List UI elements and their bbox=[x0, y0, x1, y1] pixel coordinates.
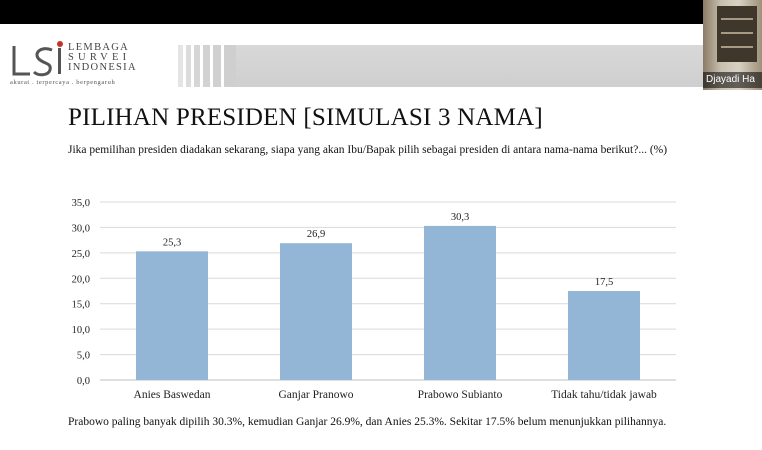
participant-video-tile[interactable]: Djayadi Ha bbox=[703, 0, 762, 90]
data-label: 25,3 bbox=[163, 237, 181, 248]
slide-title: PILIHAN PRESIDEN [SIMULASI 3 NAMA] bbox=[68, 104, 543, 131]
y-tick-label: 20,0 bbox=[72, 274, 90, 285]
lsi-logo bbox=[12, 41, 63, 77]
logo-line-3: INDONESIA bbox=[68, 62, 137, 73]
slide-footnote: Prabowo paling banyak dipilih 30.3%, kem… bbox=[68, 416, 667, 428]
header-gray-bar bbox=[236, 45, 706, 87]
y-tick-label: 30,0 bbox=[72, 223, 90, 234]
bar-3 bbox=[568, 291, 640, 380]
x-tick-label: Ganjar Pranowo bbox=[278, 389, 353, 401]
bar-1 bbox=[280, 243, 352, 380]
y-tick-label: 15,0 bbox=[72, 300, 90, 311]
x-tick-label: Prabowo Subianto bbox=[418, 389, 503, 401]
bar-chart: 0,0 5,0 10,0 15,0 20,0 25,0 30,0 35,0 25,3 Anies … bbox=[72, 198, 676, 401]
y-tick-label: 0,0 bbox=[77, 376, 90, 387]
bar-2 bbox=[424, 225, 496, 380]
y-tick-label: 25,0 bbox=[72, 249, 90, 260]
bookshelf-image bbox=[717, 6, 757, 62]
y-tick-label: 35,0 bbox=[72, 198, 90, 209]
data-label: 30,3 bbox=[451, 212, 469, 223]
y-tick-label: 10,0 bbox=[72, 325, 90, 336]
y-tick-label: 5,0 bbox=[77, 351, 90, 362]
participant-name-label: Djayadi Ha bbox=[703, 72, 762, 88]
bar-0 bbox=[136, 251, 208, 380]
logo-wordmark: LEMBAGA SURVEI INDONESIA bbox=[68, 42, 137, 73]
logo-line-1: LEMBAGA bbox=[68, 42, 130, 53]
data-label: 26,9 bbox=[307, 229, 325, 240]
logo-line-2: SURVEI bbox=[68, 52, 131, 63]
x-tick-label: Tidak tahu/tidak jawab bbox=[551, 389, 657, 401]
survey-question: Jika pemilihan presiden diadakan sekaran… bbox=[68, 144, 668, 156]
header-stripes bbox=[178, 45, 236, 87]
x-tick-label: Anies Baswedan bbox=[134, 389, 211, 401]
logo-tagline: akurat . terpercaya . berpengaruh bbox=[10, 79, 116, 86]
top-black-bar bbox=[0, 0, 762, 24]
data-label: 17,5 bbox=[595, 277, 613, 288]
